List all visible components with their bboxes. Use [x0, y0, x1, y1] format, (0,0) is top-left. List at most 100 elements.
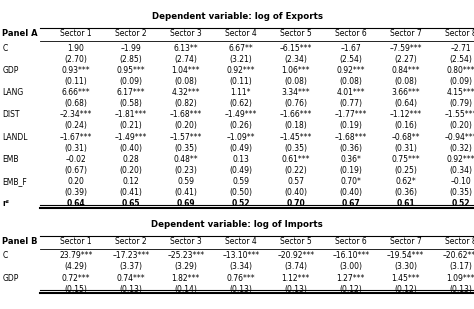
Text: (0.49): (0.49)	[229, 166, 252, 175]
Text: 0.61: 0.61	[396, 199, 415, 208]
Text: (0.41): (0.41)	[174, 188, 197, 197]
Text: 6.67**: 6.67**	[228, 44, 253, 53]
Text: 0.59: 0.59	[177, 177, 194, 186]
Text: (0.15): (0.15)	[64, 285, 87, 294]
Text: 3.34***: 3.34***	[282, 88, 310, 97]
Text: (0.62): (0.62)	[229, 99, 252, 108]
Text: C: C	[2, 251, 8, 260]
Text: 6.13**: 6.13**	[173, 44, 198, 53]
Text: 0.65: 0.65	[121, 199, 140, 208]
Text: –1.68***: –1.68***	[170, 110, 202, 119]
Text: (0.40): (0.40)	[119, 144, 142, 153]
Text: Sector 2: Sector 2	[115, 29, 146, 38]
Text: –1.81***: –1.81***	[115, 110, 147, 119]
Text: Sector 2: Sector 2	[115, 237, 146, 246]
Text: –1.99: –1.99	[120, 44, 141, 53]
Text: LANDL: LANDL	[2, 133, 28, 142]
Text: (3.29): (3.29)	[174, 262, 197, 272]
Text: 3.66***: 3.66***	[392, 88, 420, 97]
Text: (0.77): (0.77)	[339, 99, 362, 108]
Text: Sector 4: Sector 4	[225, 29, 256, 38]
Text: (3.34): (3.34)	[229, 262, 252, 272]
Text: (0.09): (0.09)	[449, 77, 472, 86]
Text: (0.11): (0.11)	[229, 77, 252, 86]
Text: 0.70: 0.70	[286, 199, 305, 208]
Text: –6.15***: –6.15***	[280, 44, 312, 53]
Text: –1.67: –1.67	[340, 44, 361, 53]
Text: –2.34***: –2.34***	[60, 110, 92, 119]
Text: 0.76***: 0.76***	[227, 273, 255, 283]
Text: LANG: LANG	[2, 88, 24, 97]
Text: (0.39): (0.39)	[64, 188, 87, 197]
Text: –1.12***: –1.12***	[390, 110, 422, 119]
Text: (3.30): (3.30)	[394, 262, 417, 272]
Text: Panel B: Panel B	[2, 237, 38, 246]
Text: Dependent variable: log of Exports: Dependent variable: log of Exports	[152, 12, 322, 21]
Text: 0.67: 0.67	[341, 199, 360, 208]
Text: (0.36): (0.36)	[339, 144, 362, 153]
Text: Sector 8: Sector 8	[445, 237, 474, 246]
Text: (0.34): (0.34)	[449, 166, 472, 175]
Text: –1.09**: –1.09**	[227, 133, 255, 142]
Text: (0.58): (0.58)	[119, 99, 142, 108]
Text: Sector 1: Sector 1	[60, 237, 91, 246]
Text: 0.64: 0.64	[66, 199, 85, 208]
Text: –20.62***: –20.62***	[442, 251, 474, 260]
Text: (0.35): (0.35)	[174, 144, 197, 153]
Text: (2.34): (2.34)	[284, 55, 307, 64]
Text: 1.04***: 1.04***	[172, 66, 200, 75]
Text: –1.77***: –1.77***	[335, 110, 367, 119]
Text: –1.49***: –1.49***	[225, 110, 257, 119]
Text: 0.80***: 0.80***	[447, 66, 474, 75]
Text: (3.00): (3.00)	[339, 262, 362, 272]
Text: (0.67): (0.67)	[64, 166, 87, 175]
Text: (0.36): (0.36)	[394, 188, 417, 197]
Text: (0.08): (0.08)	[284, 77, 307, 86]
Text: (2.27): (2.27)	[394, 55, 417, 64]
Text: 0.92***: 0.92***	[337, 66, 365, 75]
Text: –13.10***: –13.10***	[222, 251, 259, 260]
Text: Sector 3: Sector 3	[170, 29, 201, 38]
Text: –19.54***: –19.54***	[387, 251, 424, 260]
Text: (0.19): (0.19)	[339, 166, 362, 175]
Text: (2.54): (2.54)	[339, 55, 362, 64]
Text: Sector 8: Sector 8	[445, 29, 474, 38]
Text: (0.68): (0.68)	[64, 99, 87, 108]
Text: 0.92***: 0.92***	[447, 155, 474, 164]
Text: (0.14): (0.14)	[174, 285, 197, 294]
Text: –1.49***: –1.49***	[115, 133, 147, 142]
Text: –1.67***: –1.67***	[60, 133, 92, 142]
Text: (0.35): (0.35)	[284, 144, 307, 153]
Text: (2.54): (2.54)	[449, 55, 472, 64]
Text: Sector 3: Sector 3	[170, 237, 201, 246]
Text: Sector 5: Sector 5	[280, 237, 311, 246]
Text: 0.12: 0.12	[122, 177, 139, 186]
Text: (0.35): (0.35)	[449, 188, 472, 197]
Text: (0.16): (0.16)	[394, 121, 417, 130]
Text: (0.20): (0.20)	[449, 121, 472, 130]
Text: 0.20: 0.20	[67, 177, 84, 186]
Text: Sector 4: Sector 4	[225, 237, 256, 246]
Text: (0.20): (0.20)	[174, 121, 197, 130]
Text: 0.84***: 0.84***	[392, 66, 420, 75]
Text: (2.74): (2.74)	[174, 55, 197, 64]
Text: (0.08): (0.08)	[339, 77, 362, 86]
Text: 0.52: 0.52	[231, 199, 250, 208]
Text: 6.17***: 6.17***	[117, 88, 145, 97]
Text: 0.57: 0.57	[287, 177, 304, 186]
Text: –2.71: –2.71	[450, 44, 471, 53]
Text: (0.79): (0.79)	[449, 99, 472, 108]
Text: 0.93***: 0.93***	[62, 66, 90, 75]
Text: (0.32): (0.32)	[449, 144, 472, 153]
Text: 1.11*: 1.11*	[230, 88, 251, 97]
Text: –1.66***: –1.66***	[280, 110, 312, 119]
Text: Dependent variable: log of Imports: Dependent variable: log of Imports	[151, 220, 323, 229]
Text: DIST: DIST	[2, 110, 20, 119]
Text: 0.52: 0.52	[451, 199, 470, 208]
Text: (0.50): (0.50)	[229, 188, 252, 197]
Text: (0.40): (0.40)	[339, 188, 362, 197]
Text: (0.18): (0.18)	[284, 121, 307, 130]
Text: 0.59: 0.59	[232, 177, 249, 186]
Text: 0.28: 0.28	[122, 155, 139, 164]
Text: –7.59***: –7.59***	[390, 44, 422, 53]
